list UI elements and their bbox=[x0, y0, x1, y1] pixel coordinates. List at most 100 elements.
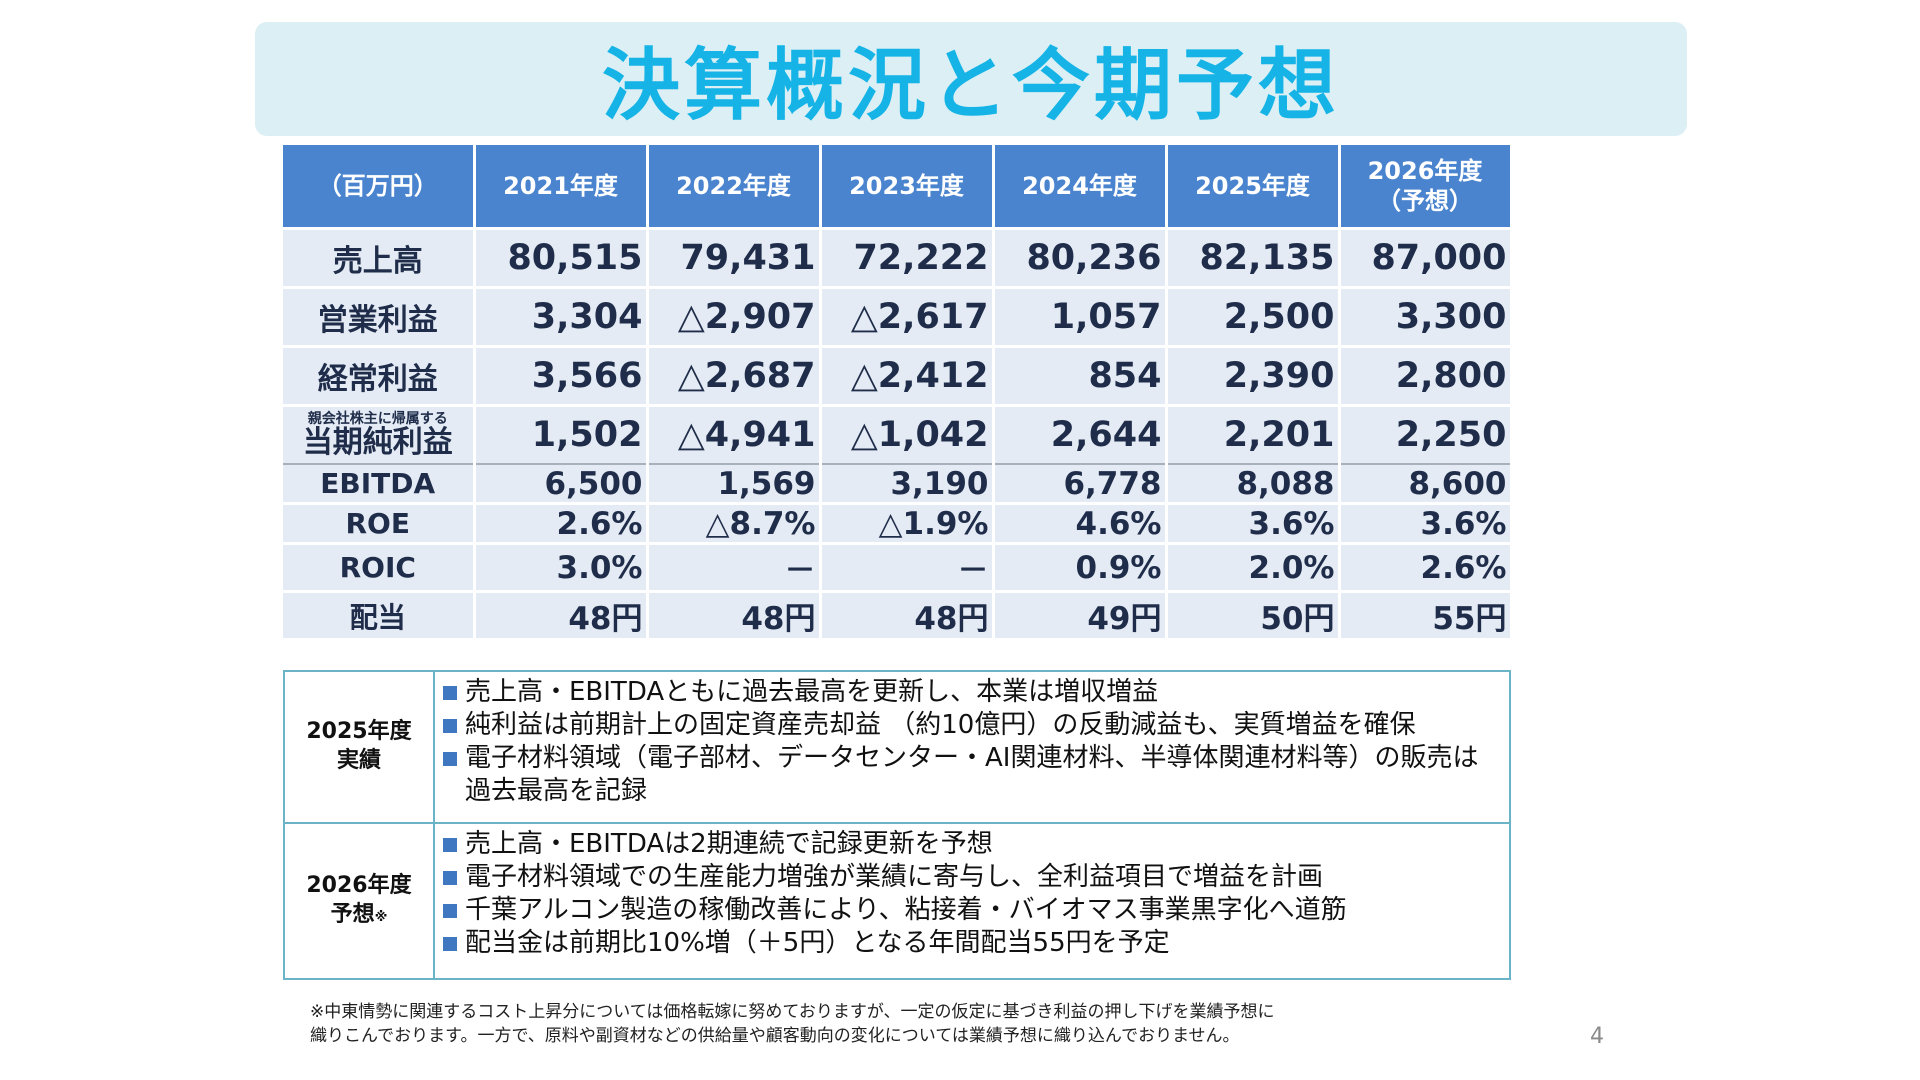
bullet-square-icon bbox=[443, 752, 457, 766]
list-item: 売上高・EBITDAは2期連続で記録更新を予想 bbox=[443, 828, 1501, 861]
table-cell: △8.7% bbox=[647, 503, 822, 545]
row-label: 経常利益 bbox=[283, 346, 476, 407]
list-item: 電子材料領域での生産能力増強が業績に寄与し、全利益項目で増益を計画 bbox=[443, 861, 1501, 894]
row-label: EBITDA bbox=[283, 464, 476, 505]
row-label: 営業利益 bbox=[283, 287, 476, 348]
table-row: 配当 48円 48円 48円 49円 50円 55円 bbox=[283, 591, 1513, 641]
table-cell: 2,800 bbox=[1339, 346, 1513, 407]
list-item: 千葉アルコン製造の稼働改善により、粘接着・バイオマス事業黒字化へ道筋 bbox=[443, 894, 1501, 927]
bullet-square-icon bbox=[443, 838, 457, 852]
title-banner: 決算概況と今期予想 bbox=[255, 22, 1687, 136]
table-row: 親会社株主に帰属する 当期純利益 1,502 △4,941 △1,042 2,6… bbox=[283, 405, 1513, 465]
table-cell: 72,222 bbox=[820, 228, 995, 289]
table-cell: 8,600 bbox=[1339, 464, 1513, 505]
table-cell: 2.6% bbox=[474, 503, 649, 545]
list-item: 電子材料領域（電子部材、データセンター・AI関連材料、半導体関連材料等）の販売は… bbox=[443, 742, 1501, 808]
list-item: 純利益は前期計上の固定資産売却益 （約10億円）の反動減益も、実質増益を確保 bbox=[443, 709, 1501, 742]
table-cell: 6,778 bbox=[993, 464, 1168, 505]
table-cell: 1,569 bbox=[647, 464, 822, 505]
table-cell: △1,042 bbox=[820, 405, 995, 465]
year-header-forecast: 2026年度 （予想） bbox=[1339, 145, 1513, 230]
table-cell: 2,500 bbox=[1166, 287, 1341, 348]
table-cell: 8,088 bbox=[1166, 464, 1341, 505]
table-cell: 48円 bbox=[474, 591, 649, 641]
table-cell: 3,190 bbox=[820, 464, 995, 505]
bullet-square-icon bbox=[443, 686, 457, 700]
table-cell: 2,644 bbox=[993, 405, 1168, 465]
row-label: 親会社株主に帰属する 当期純利益 bbox=[283, 405, 476, 465]
table-cell: △4,941 bbox=[647, 405, 822, 465]
table-cell: － bbox=[820, 543, 995, 593]
page-number: 4 bbox=[1590, 1024, 1604, 1049]
table-cell: 80,515 bbox=[474, 228, 649, 289]
table-cell: △2,617 bbox=[820, 287, 995, 348]
year-header: 2022年度 bbox=[647, 145, 822, 230]
table-cell: 87,000 bbox=[1339, 228, 1513, 289]
list-item: 配当金は前期比10%増（＋5円）となる年間配当55円を予定 bbox=[443, 927, 1501, 960]
table-cell: 4.6% bbox=[993, 503, 1168, 545]
table-cell: 3,566 bbox=[474, 346, 649, 407]
table-cell: 55円 bbox=[1339, 591, 1513, 641]
table-cell: 3,304 bbox=[474, 287, 649, 348]
page-title: 決算概況と今期予想 bbox=[601, 41, 1340, 131]
row-label: 配当 bbox=[283, 591, 476, 641]
footnote: ※中東情勢に関連するコスト上昇分については価格転嫁に努めておりますが、一定の仮定… bbox=[310, 1002, 1275, 1046]
table-cell: 49円 bbox=[993, 591, 1168, 641]
table-cell: 2,390 bbox=[1166, 346, 1341, 407]
table-cell: 50円 bbox=[1166, 591, 1341, 641]
table-cell: 1,057 bbox=[993, 287, 1168, 348]
table-cell: 2,201 bbox=[1166, 405, 1341, 465]
table-row: 経常利益 3,566 △2,687 △2,412 854 2,390 2,800 bbox=[283, 346, 1513, 407]
table-cell: 3.0% bbox=[474, 543, 649, 593]
year-header: 2023年度 bbox=[820, 145, 995, 230]
summary-box: 2025年度 実績 売上高・EBITDAともに過去最高を更新し、本業は増収増益 … bbox=[283, 670, 1511, 980]
actual-section: 2025年度 実績 売上高・EBITDAともに過去最高を更新し、本業は増収増益 … bbox=[285, 672, 1509, 824]
bullet-square-icon bbox=[443, 937, 457, 951]
table-cell: 3.6% bbox=[1166, 503, 1341, 545]
table-cell: 2,250 bbox=[1339, 405, 1513, 465]
table-row: 売上高 80,515 79,431 72,222 80,236 82,135 8… bbox=[283, 228, 1513, 289]
table-cell: 82,135 bbox=[1166, 228, 1341, 289]
table-cell: △1.9% bbox=[820, 503, 995, 545]
table-row: ROIC 3.0% － － 0.9% 2.0% 2.6% bbox=[283, 543, 1513, 593]
list-item: 売上高・EBITDAともに過去最高を更新し、本業は増収増益 bbox=[443, 676, 1501, 709]
table-cell: 6,500 bbox=[474, 464, 649, 505]
financial-table: （百万円） 2021年度 2022年度 2023年度 2024年度 2025年度… bbox=[283, 145, 1513, 641]
table-cell: 80,236 bbox=[993, 228, 1168, 289]
forecast-bullets: 売上高・EBITDAは2期連続で記録更新を予想 電子材料領域での生産能力増強が業… bbox=[435, 824, 1509, 978]
table-cell: 48円 bbox=[647, 591, 822, 641]
table-cell: 854 bbox=[993, 346, 1168, 407]
unit-header: （百万円） bbox=[283, 145, 476, 230]
row-label-note: 親会社株主に帰属する bbox=[307, 411, 448, 427]
forecast-header: 2026年度 予想※ bbox=[285, 824, 435, 978]
table-row: 営業利益 3,304 △2,907 △2,617 1,057 2,500 3,3… bbox=[283, 287, 1513, 348]
table-row: ROE 2.6% △8.7% △1.9% 4.6% 3.6% 3.6% bbox=[283, 503, 1513, 545]
row-label-main: 当期純利益 bbox=[302, 425, 453, 460]
table-cell: 48円 bbox=[820, 591, 995, 641]
row-label: ROIC bbox=[283, 543, 476, 593]
table-cell: △2,907 bbox=[647, 287, 822, 348]
actual-header: 2025年度 実績 bbox=[285, 672, 435, 822]
table-cell: 0.9% bbox=[993, 543, 1168, 593]
table-cell: 3.6% bbox=[1339, 503, 1513, 545]
table-cell: 79,431 bbox=[647, 228, 822, 289]
table-cell: △2,687 bbox=[647, 346, 822, 407]
row-label: ROE bbox=[283, 503, 476, 545]
table-cell: 1,502 bbox=[474, 405, 649, 465]
table-cell: 2.6% bbox=[1339, 543, 1513, 593]
year-header: 2024年度 bbox=[993, 145, 1168, 230]
bullet-square-icon bbox=[443, 719, 457, 733]
bullet-square-icon bbox=[443, 904, 457, 918]
row-label: 売上高 bbox=[283, 228, 476, 289]
year-header: 2025年度 bbox=[1166, 145, 1341, 230]
table-cell: 2.0% bbox=[1166, 543, 1341, 593]
table-row: EBITDA 6,500 1,569 3,190 6,778 8,088 8,6… bbox=[283, 464, 1513, 505]
actual-bullets: 売上高・EBITDAともに過去最高を更新し、本業は増収増益 純利益は前期計上の固… bbox=[435, 672, 1509, 822]
forecast-section: 2026年度 予想※ 売上高・EBITDAは2期連続で記録更新を予想 電子材料領… bbox=[285, 824, 1509, 978]
year-header: 2021年度 bbox=[474, 145, 649, 230]
bullet-square-icon bbox=[443, 871, 457, 885]
table-cell: △2,412 bbox=[820, 346, 995, 407]
table-cell: 3,300 bbox=[1339, 287, 1513, 348]
table-cell: － bbox=[647, 543, 822, 593]
table-header-row: （百万円） 2021年度 2022年度 2023年度 2024年度 2025年度… bbox=[283, 145, 1513, 230]
